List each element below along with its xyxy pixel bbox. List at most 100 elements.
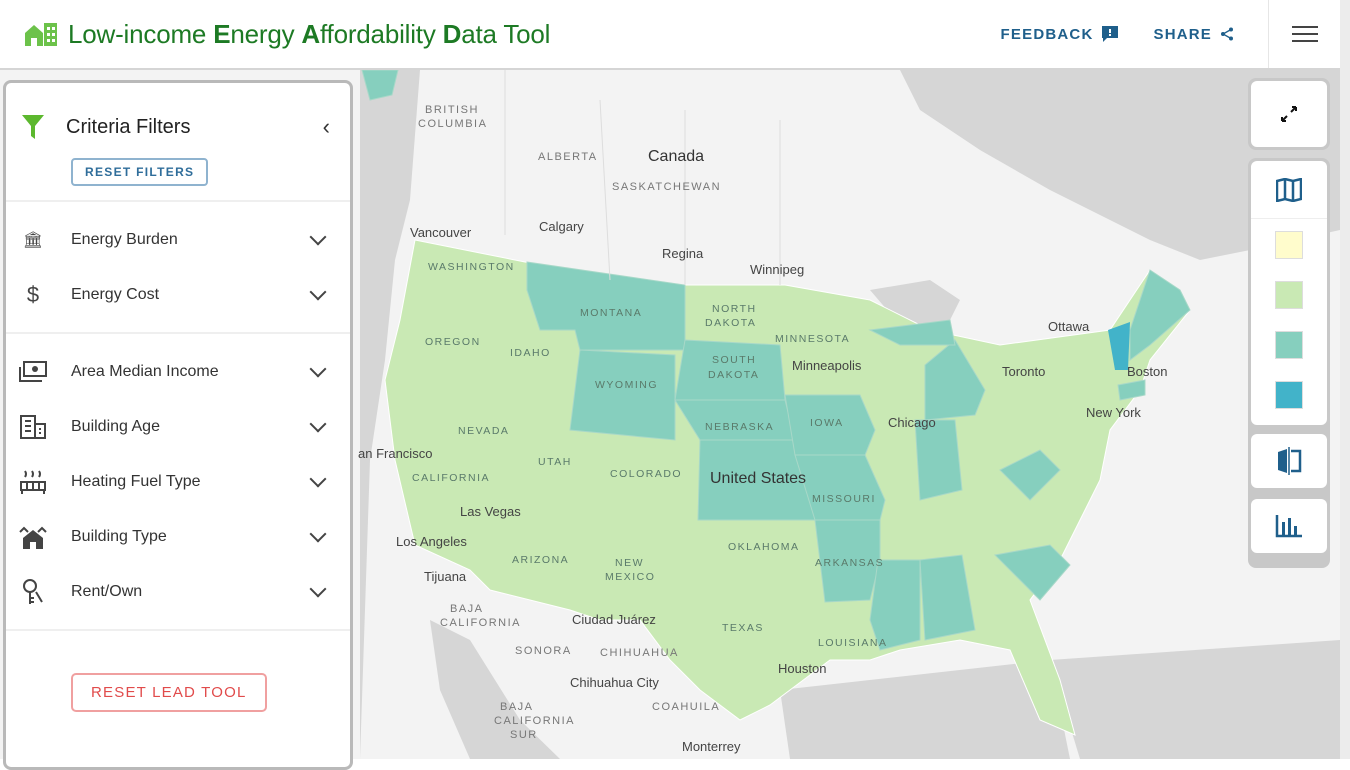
building-icon [18,412,48,442]
money-icon [18,357,48,387]
map-state-labels: WASHINGTON OREGON IDAHO MONTANA WYOMING NEV… [412,261,888,649]
svg-text:Chihuahua City: Chihuahua City [570,675,659,690]
legend-swatch-4 [1275,381,1303,409]
dollar-icon: $ [26,281,40,307]
svg-text:ARKANSAS: ARKANSAS [815,557,884,569]
svg-text:Toronto: Toronto [1002,364,1045,379]
feedback-label: FEEDBACK [1000,25,1094,43]
collapse-panel-button[interactable]: ‹ [322,114,330,139]
svg-text:Vancouver: Vancouver [410,225,472,240]
svg-text:SONORA: SONORA [515,645,572,657]
svg-text:OREGON: OREGON [425,336,481,348]
divider [6,629,350,631]
svg-text:New York: New York [1086,405,1141,420]
filter-label: Building Type [71,527,167,545]
filter-label: Rent/Own [71,582,143,600]
filter-rent-own[interactable]: Rent/Own [6,564,350,619]
chevron-down-icon [309,415,327,432]
svg-text:CALIFORNIA: CALIFORNIA [440,617,521,629]
reset-filters-button[interactable]: RESET FILTERS [71,158,209,186]
panel-title: Criteria Filters [66,115,191,138]
svg-text:LOUISIANA: LOUISIANA [818,637,888,649]
svg-text:MONTANA: MONTANA [580,307,642,319]
filter-label: Energy Burden [71,230,178,248]
filter-label: Heating Fuel Type [71,472,201,490]
share-label: SHARE [1153,25,1212,43]
map-city-labels: Vancouver Calgary Regina Winnipeg Ottawa To… [358,219,1167,754]
country-label-canada: Canada [648,148,704,165]
filter-label: Building Age [71,417,160,435]
filter-building-age[interactable]: Building Age [6,399,350,454]
svg-text:Ottawa: Ottawa [1048,319,1090,334]
svg-text:BRITISH: BRITISH [425,104,479,116]
map-layers-button[interactable] [1251,161,1327,219]
svg-text:UTAH: UTAH [538,456,572,468]
reset-lead-tool-button[interactable]: RESET LEAD TOOL [71,673,267,712]
svg-text:OKLAHOMA: OKLAHOMA [728,541,800,553]
compare-button[interactable] [1251,434,1327,488]
filter-label: Area Median Income [71,362,219,380]
svg-text:MEXICO: MEXICO [605,571,655,583]
svg-text:NEVADA: NEVADA [458,425,509,437]
svg-text:WASHINGTON: WASHINGTON [428,261,515,273]
svg-text:DAKOTA: DAKOTA [708,369,759,381]
svg-text:MINNESOTA: MINNESOTA [775,333,850,345]
criteria-filters-panel: Criteria Filters ‹ RESET FILTERS 🏛 Energy… [3,80,353,770]
svg-text:Calgary: Calgary [539,219,584,234]
feedback-icon [1102,26,1119,42]
svg-text:CHIHUAHUA: CHIHUAHUA [600,647,679,659]
logo-icon [25,23,57,46]
compare-icon [1278,447,1302,475]
expand-icon [1281,106,1297,122]
svg-text:Los Angeles: Los Angeles [396,534,467,549]
svg-text:Las Vegas: Las Vegas [460,504,521,519]
svg-text:Boston: Boston [1127,364,1167,379]
filter-building-type[interactable]: Building Type [6,509,350,564]
svg-text:CALIFORNIA: CALIFORNIA [494,715,575,727]
share-icon [1221,27,1233,41]
filter-area-median-income[interactable]: Area Median Income [6,344,350,399]
map-region-labels: BRITISH COLUMBIA ALBERTA SASKATCHEWAN BAJA… [418,104,720,741]
svg-text:Minneapolis: Minneapolis [792,358,862,373]
feedback-button[interactable]: FEEDBACK [1001,25,1120,43]
svg-text:NEW: NEW [615,557,644,569]
filter-energy-burden[interactable]: 🏛 Energy Burden [6,212,350,267]
svg-text:ALBERTA: ALBERTA [538,151,598,163]
svg-text:an Francisco: an Francisco [358,446,432,461]
svg-text:COLUMBIA: COLUMBIA [418,118,487,130]
svg-text:TEXAS: TEXAS [722,622,764,634]
svg-text:Regina: Regina [662,246,704,261]
house-chart-icon: 🏛 [22,231,44,249]
svg-text:COLORADO: COLORADO [610,468,682,480]
svg-text:Chicago: Chicago [888,415,936,430]
fullscreen-button[interactable] [1251,81,1327,147]
svg-text:ARIZONA: ARIZONA [512,554,569,566]
hamburger-menu-button[interactable] [1268,0,1340,68]
svg-text:Tijuana: Tijuana [424,569,467,584]
map-legend [1248,158,1330,568]
svg-text:Winnipeg: Winnipeg [750,262,804,277]
svg-text:SOUTH: SOUTH [712,354,756,366]
app-header: Low-income Energy Affordability Data Too… [0,0,1340,70]
bar-chart-icon [1275,515,1302,538]
menu-icon [1291,26,1318,42]
legend-swatch-1 [1275,231,1303,259]
filter-energy-cost[interactable]: $ Energy Cost [6,267,350,322]
share-button[interactable]: SHARE [1153,26,1234,43]
filter-group-building: Area Median Income Building Age Heating … [6,332,350,629]
heater-icon [18,467,48,497]
svg-text:Ciudad Juárez: Ciudad Juárez [572,612,656,627]
svg-text:CALIFORNIA: CALIFORNIA [412,472,490,484]
chart-button[interactable] [1251,499,1327,553]
filter-heating-fuel-type[interactable]: Heating Fuel Type [6,454,350,509]
key-icon [18,577,48,607]
filter-icon [22,115,44,139]
chevron-down-icon [309,228,327,245]
fullscreen-control [1248,78,1330,150]
filter-group-energy: 🏛 Energy Burden $ Energy Cost [6,200,350,332]
svg-text:Houston: Houston [778,661,826,676]
map-icon [1276,177,1302,202]
legend-swatch-2 [1275,281,1303,309]
svg-text:WYOMING: WYOMING [595,379,658,391]
filter-label: Energy Cost [71,285,160,303]
